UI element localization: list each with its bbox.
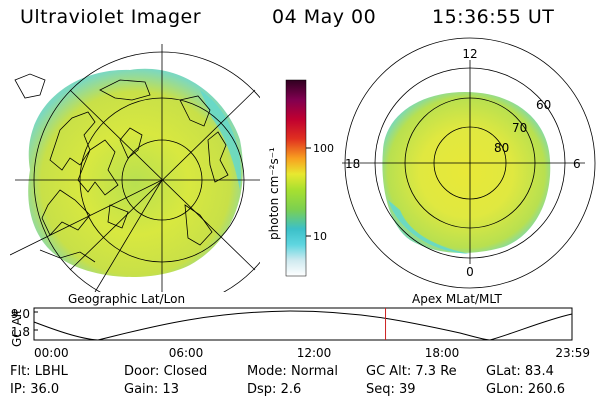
geo-map-panel: [10, 44, 260, 292]
mode-label: Mode:: [247, 364, 287, 379]
lat-60-label: 60: [536, 98, 551, 112]
orbit-plot-frame: [33, 307, 573, 341]
info-flt: Flt: LBHL: [10, 364, 68, 379]
glon-value: 260.6: [527, 382, 566, 397]
door-value: Closed: [163, 364, 208, 379]
ip-value: 36.0: [30, 382, 60, 397]
orbit-axis-label: GC Alt: [10, 309, 24, 347]
colorbar: [285, 79, 307, 277]
time-label: 15:36:55 UT: [432, 6, 555, 28]
apex-auroral-image: [382, 92, 551, 253]
info-door: Door: Closed: [124, 364, 207, 379]
orbit-plot: [33, 307, 573, 341]
glat-label: GLat:: [486, 364, 521, 379]
mlt-6-label: 6: [573, 157, 581, 171]
orbit-ymax-label: 9.0: [11, 307, 30, 321]
colorbar-tick-10: 10: [313, 230, 327, 243]
colorbar-tick-100: 100: [313, 142, 334, 155]
x-tick-label: 18:00: [425, 346, 460, 360]
info-glon: GLon: 260.6: [486, 382, 565, 397]
flt-value: LBHL: [34, 364, 68, 379]
lat-70-label: 70: [512, 121, 527, 135]
glon-label: GLon:: [486, 382, 524, 397]
apex-panel-label: Apex MLat/MLT: [412, 292, 502, 306]
lat-80-label: 80: [494, 141, 509, 155]
colorbar-unit-label: photon cm⁻²s⁻¹: [267, 147, 281, 240]
x-tick-label: 00:00: [34, 346, 69, 360]
apex-panel: 12 0 18 6 60 70 80: [342, 37, 596, 289]
info-mode: Mode: Normal: [247, 364, 338, 379]
info-gcalt: GC Alt: 7.3 Re: [366, 364, 457, 379]
instrument-title: Ultraviolet Imager: [20, 6, 202, 28]
dsp-label: Dsp:: [247, 382, 277, 397]
apex-grid: [342, 37, 596, 289]
date-label: 04 May 00: [272, 6, 377, 28]
gcalt-label: GC Alt:: [366, 364, 412, 379]
flt-label: Flt:: [10, 364, 31, 379]
geo-panel-label: Geographic Lat/Lon: [68, 292, 185, 306]
mlt-12-label: 12: [462, 47, 477, 61]
mode-value: Normal: [290, 364, 338, 379]
dsp-value: 2.6: [280, 382, 302, 397]
mlt-0-label: 0: [466, 265, 474, 279]
x-tick-label: 12:00: [297, 346, 332, 360]
door-label: Door:: [124, 364, 160, 379]
info-seq: Seq: 39: [366, 382, 416, 397]
gain-value: 13: [162, 382, 179, 397]
info-dsp: Dsp: 2.6: [247, 382, 301, 397]
gain-label: Gain:: [124, 382, 159, 397]
apex-edge-speckle: [388, 200, 470, 254]
orbit-x-ticks: 00:00 06:00 12:00 18:00 23:59: [34, 346, 590, 360]
orbit-ymin-label: 1.8: [11, 325, 30, 339]
glat-value: 83.4: [524, 364, 554, 379]
geo-edge-speckle: [200, 90, 241, 190]
info-glat: GLat: 83.4: [486, 364, 554, 379]
info-ip: IP: 36.0: [10, 382, 59, 397]
info-gain: Gain: 13: [124, 382, 179, 397]
seq-value: 39: [399, 382, 416, 397]
x-tick-label: 23:59: [555, 346, 590, 360]
gcalt-value: 7.3 Re: [415, 364, 457, 379]
mlt-18-label: 18: [345, 157, 360, 171]
ip-label: IP:: [10, 382, 27, 397]
coastlines: [14, 73, 229, 263]
seq-label: Seq:: [366, 382, 395, 397]
orbit-altitude-curve: [33, 310, 573, 341]
geo-graticule: [10, 44, 260, 292]
x-tick-label: 06:00: [169, 346, 204, 360]
